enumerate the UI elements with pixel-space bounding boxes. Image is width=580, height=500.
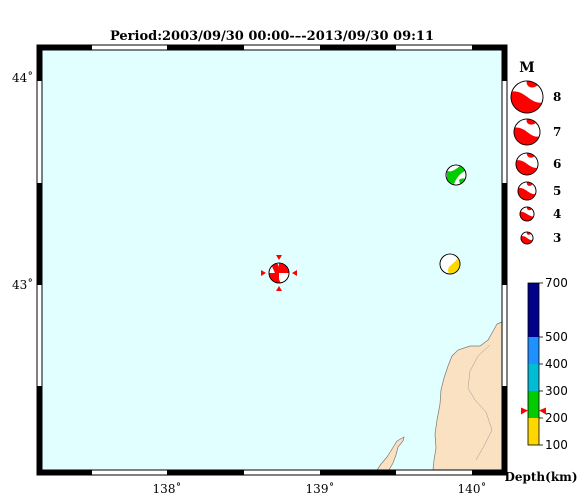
map-frame xyxy=(36,44,508,476)
event-beachball-yellow[interactable] xyxy=(439,253,461,275)
depth-band-400-500 xyxy=(528,337,539,364)
marker-arrow-left xyxy=(261,270,266,276)
marker-arrow-bottom xyxy=(276,286,282,291)
legend-label-m6: 6 xyxy=(553,157,561,171)
legend-label-m4: 4 xyxy=(553,207,561,221)
magnitude-legend: M 8 7 6 5 xyxy=(510,60,561,245)
depth-tick-label-700: 700 xyxy=(545,276,568,290)
legend-label-m7: 7 xyxy=(553,125,561,139)
depth-band-500-700 xyxy=(528,283,539,337)
legend-beachball-m3 xyxy=(520,231,534,245)
coast-contour xyxy=(467,344,493,461)
event-beachball-red[interactable] xyxy=(261,255,297,291)
legend-label-m5: 5 xyxy=(553,184,561,198)
depth-band-200-300 xyxy=(528,391,539,418)
depth-tick-label-200: 200 xyxy=(545,411,568,425)
lon-label-139: 139˚ xyxy=(306,481,335,496)
marker-arrow-right xyxy=(292,270,297,276)
lon-label-138: 138˚ xyxy=(153,481,182,496)
legend-label-m3: 3 xyxy=(553,231,561,245)
lat-label-43: 43˚ xyxy=(12,277,33,292)
depth-scale-caption: Depth(km) xyxy=(504,470,577,484)
depth-band-300-400 xyxy=(528,364,539,391)
legend-beachball-m7 xyxy=(513,118,541,146)
legend-label-m8: 8 xyxy=(553,90,561,104)
legend-beachball-m8 xyxy=(510,80,544,114)
depth-band-100-200 xyxy=(528,418,539,445)
magnitude-legend-heading: M xyxy=(519,60,535,76)
depth-tick-label-400: 400 xyxy=(545,357,568,371)
legend-beachball-m5 xyxy=(517,181,537,201)
depth-tick-label-500: 500 xyxy=(545,330,568,344)
depth-tick-label-100: 100 xyxy=(545,438,568,452)
sea xyxy=(42,50,502,470)
depth-marker xyxy=(521,407,546,415)
map-title: Period:2003/09/30 00:00-–-2013/09/30 09:… xyxy=(110,29,434,44)
lon-label-140: 140˚ xyxy=(458,481,487,496)
event-beachball-green[interactable] xyxy=(445,164,467,186)
depth-marker-left-arrow xyxy=(521,407,528,415)
legend-beachball-m6 xyxy=(515,152,539,176)
land-peninsula xyxy=(432,321,503,471)
depth-scale: 700 500 400 300 200 100 Depth(km) xyxy=(504,276,577,484)
marker-arrow-top xyxy=(276,255,282,260)
lat-label-44: 44˚ xyxy=(12,70,33,85)
depth-tick-label-300: 300 xyxy=(545,384,568,398)
legend-beachball-m4 xyxy=(519,206,535,222)
map-area xyxy=(42,50,503,471)
depth-marker-right-arrow xyxy=(539,407,546,415)
